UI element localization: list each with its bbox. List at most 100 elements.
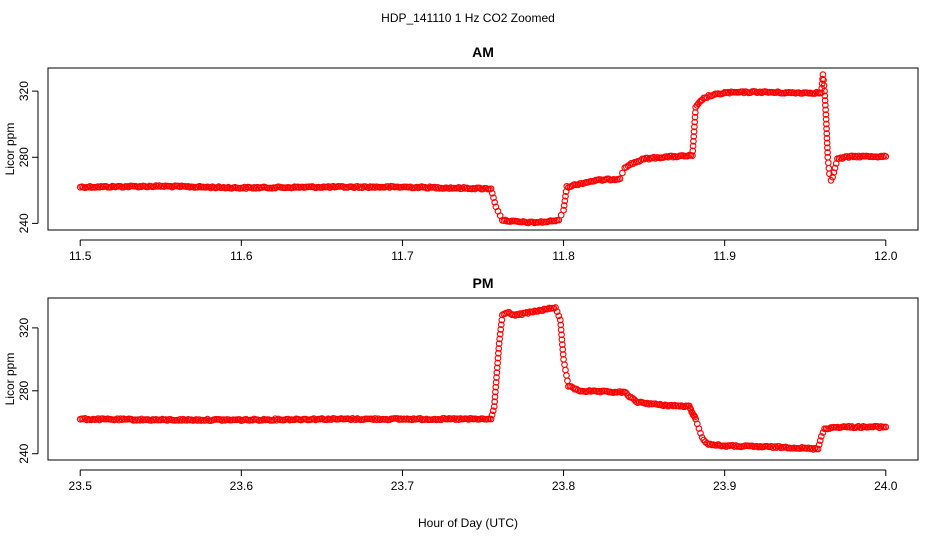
data-point — [524, 219, 532, 227]
y-tick-label-pm-2: 320 — [17, 318, 31, 338]
data-point — [202, 416, 210, 424]
x-tick-label-am-1: 11.6 — [230, 249, 253, 263]
data-point — [559, 351, 567, 358]
data-point — [86, 183, 94, 190]
y-tick-label-am-2: 320 — [17, 81, 31, 101]
data-point — [823, 125, 830, 133]
data-point — [563, 372, 570, 379]
data-point — [497, 326, 505, 333]
data-point — [823, 120, 830, 128]
data-point — [689, 147, 697, 155]
data-point — [624, 392, 632, 399]
data-point — [374, 415, 382, 423]
data-point — [563, 182, 571, 190]
data-point — [818, 80, 826, 88]
data-point — [822, 106, 829, 114]
data-point — [858, 424, 865, 432]
data-point — [493, 374, 500, 381]
data-point — [874, 423, 882, 430]
data-point — [824, 149, 831, 156]
data-point — [496, 330, 504, 338]
series-points-am — [76, 71, 890, 227]
data-point — [559, 346, 567, 353]
data-point — [690, 137, 697, 145]
data-point — [495, 340, 503, 347]
data-point — [271, 415, 279, 423]
y-tick-label-pm-1: 280 — [17, 380, 31, 400]
data-point — [772, 444, 780, 452]
data-point — [491, 393, 499, 401]
data-point — [564, 377, 571, 385]
data-point — [494, 359, 501, 367]
data-point — [561, 361, 568, 369]
data-point — [534, 307, 542, 315]
data-point — [493, 369, 501, 377]
data-point — [697, 429, 704, 437]
data-point — [823, 139, 831, 147]
data-point — [817, 433, 825, 440]
data-point — [476, 184, 484, 192]
plot-frame-am — [47, 67, 919, 231]
data-point — [455, 184, 463, 191]
data-point — [809, 446, 817, 453]
data-point — [183, 417, 190, 424]
data-point — [491, 398, 499, 406]
data-point — [552, 304, 559, 311]
data-point — [855, 422, 862, 430]
x-tick-label-pm-1: 23.6 — [230, 479, 254, 493]
x-tick-label-am-4: 11.9 — [713, 249, 736, 263]
data-point — [855, 152, 862, 160]
data-point — [845, 154, 853, 161]
data-point — [465, 416, 472, 423]
data-point — [816, 437, 824, 444]
data-point — [437, 416, 445, 424]
data-point — [824, 159, 832, 167]
x-tick-label-pm-4: 23.9 — [713, 479, 737, 493]
data-point — [492, 378, 500, 386]
data-point — [664, 153, 672, 161]
data-point — [529, 308, 537, 316]
data-point — [458, 185, 466, 192]
data-point — [328, 416, 335, 423]
data-point — [455, 416, 463, 424]
data-point — [488, 189, 496, 197]
data-point — [204, 415, 211, 423]
data-point — [831, 164, 839, 172]
data-point — [555, 312, 563, 320]
data-point — [138, 415, 145, 423]
panel-title-pm: PM — [473, 275, 494, 291]
data-point — [558, 341, 566, 348]
data-point — [616, 175, 624, 183]
data-point — [96, 416, 103, 424]
data-point — [726, 89, 733, 97]
data-point — [740, 89, 748, 97]
data-point — [386, 184, 393, 191]
data-point — [544, 305, 551, 313]
data-point — [373, 416, 381, 424]
data-point — [496, 335, 504, 343]
data-point — [690, 128, 698, 135]
data-point — [560, 206, 567, 214]
data-point — [347, 416, 355, 424]
data-point — [490, 403, 498, 410]
data-point — [815, 441, 823, 449]
data-point — [516, 310, 524, 317]
x-tick-label-pm-3: 23.8 — [552, 479, 576, 493]
data-point — [640, 155, 648, 163]
data-point — [822, 111, 830, 118]
data-point — [656, 400, 664, 408]
panel-pm: PM Licor ppm 23.5 23.6 23.7 23.8 23.9 24.0 240 28… — [3, 275, 919, 493]
data-point — [491, 198, 499, 206]
data-point — [492, 383, 500, 391]
x-tick-label-am-2: 11.7 — [391, 249, 414, 263]
plot-frame-pm — [47, 297, 919, 461]
data-point — [875, 424, 883, 432]
x-tick-label-pm-2: 23.7 — [391, 479, 415, 493]
data-point — [242, 185, 250, 192]
data-point — [113, 415, 121, 423]
data-point — [495, 345, 503, 352]
data-point — [882, 423, 890, 431]
data-point — [194, 183, 202, 191]
x-tick-label-am-0: 11.5 — [69, 249, 92, 263]
